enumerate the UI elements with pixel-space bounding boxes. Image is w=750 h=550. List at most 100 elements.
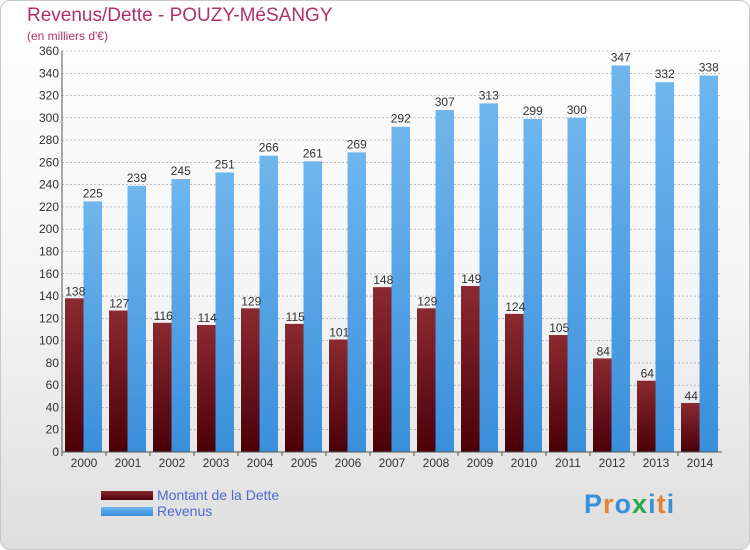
debt-bar bbox=[593, 358, 612, 452]
revenue-value-label: 299 bbox=[523, 104, 543, 118]
legend-item-revenue: Revenus bbox=[101, 503, 279, 519]
legend-swatch-revenue bbox=[101, 506, 153, 516]
revenue-bar bbox=[699, 75, 718, 452]
debt-bar bbox=[285, 323, 304, 452]
x-tick-label: 2009 bbox=[467, 456, 494, 470]
revenue-value-label: 251 bbox=[215, 157, 235, 171]
x-tick-label: 2008 bbox=[423, 456, 450, 470]
revenue-bar bbox=[391, 126, 410, 452]
logo-letter: o bbox=[614, 489, 633, 519]
revenue-bar bbox=[171, 179, 190, 452]
y-tick-label: 340 bbox=[39, 66, 59, 80]
debt-value-label: 149 bbox=[461, 272, 481, 286]
logo-letter: i bbox=[666, 489, 676, 519]
y-tick-label: 80 bbox=[46, 356, 60, 370]
revenue-value-label: 292 bbox=[391, 112, 411, 126]
x-axis-ticks: 2000 2001 2002 2003 2004 2005 2006 2007 2008 2009… bbox=[61, 452, 714, 470]
debt-bar bbox=[65, 298, 84, 452]
revenue-bar bbox=[567, 117, 586, 452]
y-tick-label: 240 bbox=[39, 178, 59, 192]
y-tick-label: 140 bbox=[39, 289, 59, 303]
revenue-bar bbox=[303, 161, 322, 452]
revenue-bar bbox=[655, 82, 674, 452]
revenue-bar bbox=[611, 65, 630, 452]
revenue-value-label: 338 bbox=[699, 61, 719, 75]
debt-value-label: 138 bbox=[65, 284, 85, 298]
revenue-value-label: 300 bbox=[567, 103, 587, 117]
x-tick-label: 2013 bbox=[643, 456, 670, 470]
chart-subtitle: (en milliers d'€) bbox=[27, 29, 108, 43]
debt-value-label: 64 bbox=[641, 367, 655, 381]
y-tick-label: 20 bbox=[46, 423, 60, 437]
logo-letter: r bbox=[603, 489, 615, 519]
y-tick-label: 60 bbox=[46, 378, 60, 392]
logo-letter: P bbox=[584, 489, 604, 519]
y-tick-label: 200 bbox=[39, 222, 59, 236]
y-tick-label: 360 bbox=[39, 44, 59, 58]
x-tick-label: 2005 bbox=[291, 456, 318, 470]
revenue-value-label: 269 bbox=[347, 137, 367, 151]
logo-letter: x bbox=[632, 489, 649, 519]
debt-bar bbox=[241, 308, 260, 452]
debt-value-label: 114 bbox=[198, 311, 217, 325]
revenue-bar bbox=[127, 185, 146, 452]
debt-value-label: 115 bbox=[286, 310, 305, 324]
revenue-bar bbox=[83, 201, 102, 452]
x-tick-label: 2002 bbox=[159, 456, 186, 470]
debt-bar bbox=[153, 322, 172, 452]
debt-bar bbox=[197, 325, 216, 452]
y-tick-label: 0 bbox=[52, 445, 59, 459]
proxiti-logo: Proxiti bbox=[584, 489, 675, 520]
x-tick-label: 2003 bbox=[203, 456, 230, 470]
y-tick-label: 260 bbox=[39, 155, 59, 169]
revenue-bar bbox=[435, 110, 454, 453]
revenue-value-label: 225 bbox=[83, 186, 103, 200]
debt-value-label: 105 bbox=[549, 321, 569, 335]
debt-bar bbox=[637, 380, 656, 452]
bars bbox=[65, 65, 718, 453]
debt-bar bbox=[549, 335, 568, 452]
y-tick-label: 280 bbox=[39, 133, 59, 147]
y-tick-label: 300 bbox=[39, 111, 59, 125]
debt-value-label: 124 bbox=[505, 300, 525, 314]
chart-title: Revenus/Dette - POUZY-MéSANGY bbox=[27, 5, 333, 26]
y-tick-label: 40 bbox=[46, 400, 60, 414]
revenue-bar bbox=[259, 155, 278, 452]
x-tick-label: 2000 bbox=[71, 456, 98, 470]
debt-bar bbox=[417, 308, 436, 452]
x-tick-label: 2007 bbox=[379, 456, 406, 470]
legend: Montant de la Dette Revenus bbox=[101, 487, 279, 519]
data-labels: 225 138 239 127 245 116 251 114 266 129 261 115 269 1… bbox=[65, 50, 719, 403]
debt-bar bbox=[505, 313, 524, 452]
legend-label-debt: Montant de la Dette bbox=[157, 487, 280, 503]
debt-value-label: 101 bbox=[329, 325, 349, 339]
legend-swatch-debt bbox=[101, 490, 153, 500]
y-axis-ticks: 0 20 40 60 80 100 120 140 160 180 200 220 240 260 280 3… bbox=[39, 44, 59, 459]
debt-value-label: 129 bbox=[417, 294, 437, 308]
x-tick-label: 2011 bbox=[555, 456, 581, 470]
debt-value-label: 127 bbox=[109, 297, 129, 311]
revenue-value-label: 332 bbox=[655, 67, 675, 81]
revenue-bar bbox=[523, 118, 542, 453]
debt-bar bbox=[461, 286, 480, 452]
revenue-value-label: 239 bbox=[127, 171, 147, 185]
revenue-value-label: 307 bbox=[435, 95, 455, 109]
x-tick-label: 2010 bbox=[511, 456, 538, 470]
revenue-value-label: 347 bbox=[611, 50, 631, 64]
legend-label-revenue: Revenus bbox=[157, 503, 213, 519]
debt-value-label: 129 bbox=[241, 294, 261, 308]
y-tick-label: 160 bbox=[39, 267, 59, 281]
debt-bar bbox=[109, 310, 128, 452]
debt-value-label: 148 bbox=[373, 273, 393, 287]
logo-letter: t bbox=[656, 489, 667, 519]
y-tick-label: 120 bbox=[39, 311, 59, 325]
revenue-bar bbox=[479, 103, 498, 452]
debt-bar bbox=[329, 339, 348, 452]
debt-bar bbox=[681, 402, 700, 452]
revenue-bar bbox=[215, 172, 234, 453]
x-tick-label: 2012 bbox=[599, 456, 626, 470]
x-tick-label: 2001 bbox=[115, 456, 142, 470]
revenue-value-label: 261 bbox=[303, 146, 323, 160]
